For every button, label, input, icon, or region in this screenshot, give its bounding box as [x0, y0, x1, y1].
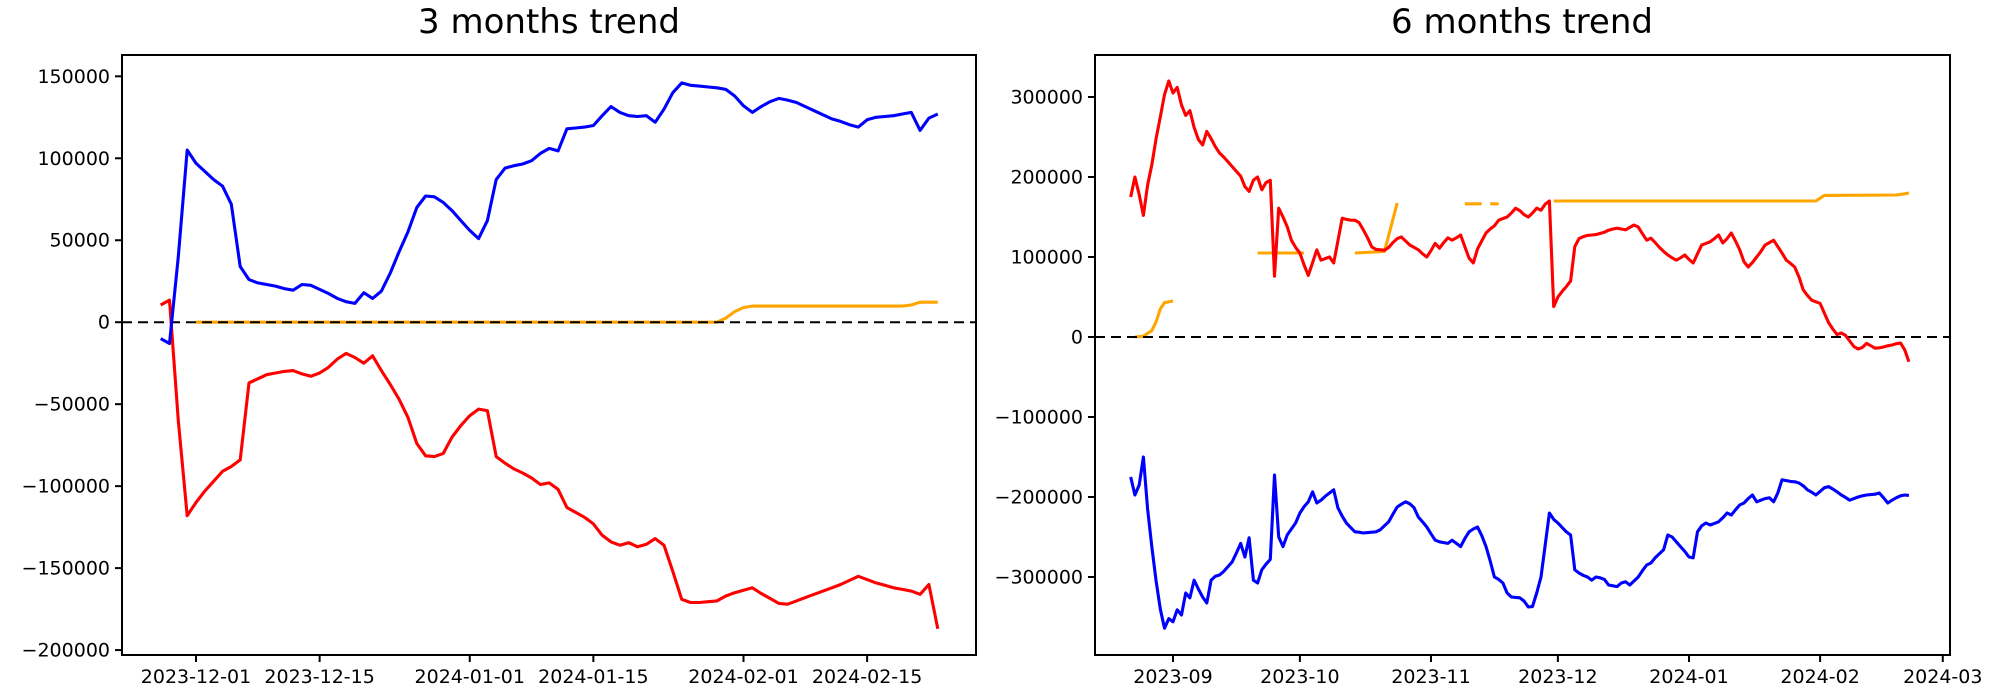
line-series-blue-chart1	[1129, 455, 1910, 630]
x-tick-label-chart1: 2024-02	[1780, 666, 1859, 688]
x-tick-label-chart1: 2024-01	[1649, 666, 1728, 688]
chart-title-3-months: 3 months trend	[418, 2, 680, 42]
axes-spines-chart0	[121, 54, 977, 656]
y-tick-label-chart0: 100000	[37, 148, 110, 170]
chart-title-6-months: 6 months trend	[1391, 2, 1653, 42]
x-tick-label-chart1: 2023-09	[1133, 666, 1212, 688]
y-tick-label-chart0: −200000	[22, 640, 110, 662]
y-tick-label-chart1: −100000	[995, 407, 1083, 429]
x-tick-label-chart1: 2024-03	[1903, 666, 1982, 688]
line-series-orange-chart1	[1134, 299, 1174, 339]
x-tick-label-chart1: 2023-10	[1260, 666, 1339, 688]
line-series-red-chart1	[1129, 79, 1911, 363]
line-series-blue-chart0	[159, 81, 939, 346]
line-series-red-chart0	[159, 298, 940, 630]
x-tick-label-chart0: 2024-01-15	[538, 666, 648, 688]
x-tick-label-chart0: 2023-12-01	[141, 666, 251, 688]
y-tick-label-chart0: −50000	[34, 394, 110, 416]
x-tick-label-chart0: 2024-01-01	[415, 666, 525, 688]
y-tick-label-chart0: 50000	[50, 230, 110, 252]
y-tick-label-chart1: 100000	[1010, 247, 1083, 269]
axes-spines-chart1	[1094, 54, 1951, 656]
x-tick-label-chart0: 2024-02-15	[812, 666, 922, 688]
x-tick-label-chart1: 2023-12	[1518, 666, 1597, 688]
y-tick-label-chart1: −300000	[995, 567, 1083, 589]
x-tick-label-chart0: 2023-12-15	[264, 666, 374, 688]
line-series-orange-chart1	[1553, 191, 1910, 203]
y-tick-label-chart1: 300000	[1010, 87, 1083, 109]
line-series-orange-chart0	[196, 300, 938, 324]
y-tick-label-chart1: −200000	[995, 487, 1083, 509]
y-tick-label-chart0: −150000	[22, 558, 110, 580]
y-tick-label-chart0: 0	[98, 312, 110, 334]
y-tick-label-chart1: 200000	[1010, 167, 1083, 189]
y-tick-label-chart0: 150000	[37, 66, 110, 88]
x-tick-label-chart1: 2023-11	[1391, 666, 1470, 688]
y-tick-label-chart0: −100000	[22, 476, 110, 498]
x-tick-label-chart0: 2024-02-01	[688, 666, 798, 688]
y-tick-label-chart1: 0	[1071, 327, 1083, 349]
